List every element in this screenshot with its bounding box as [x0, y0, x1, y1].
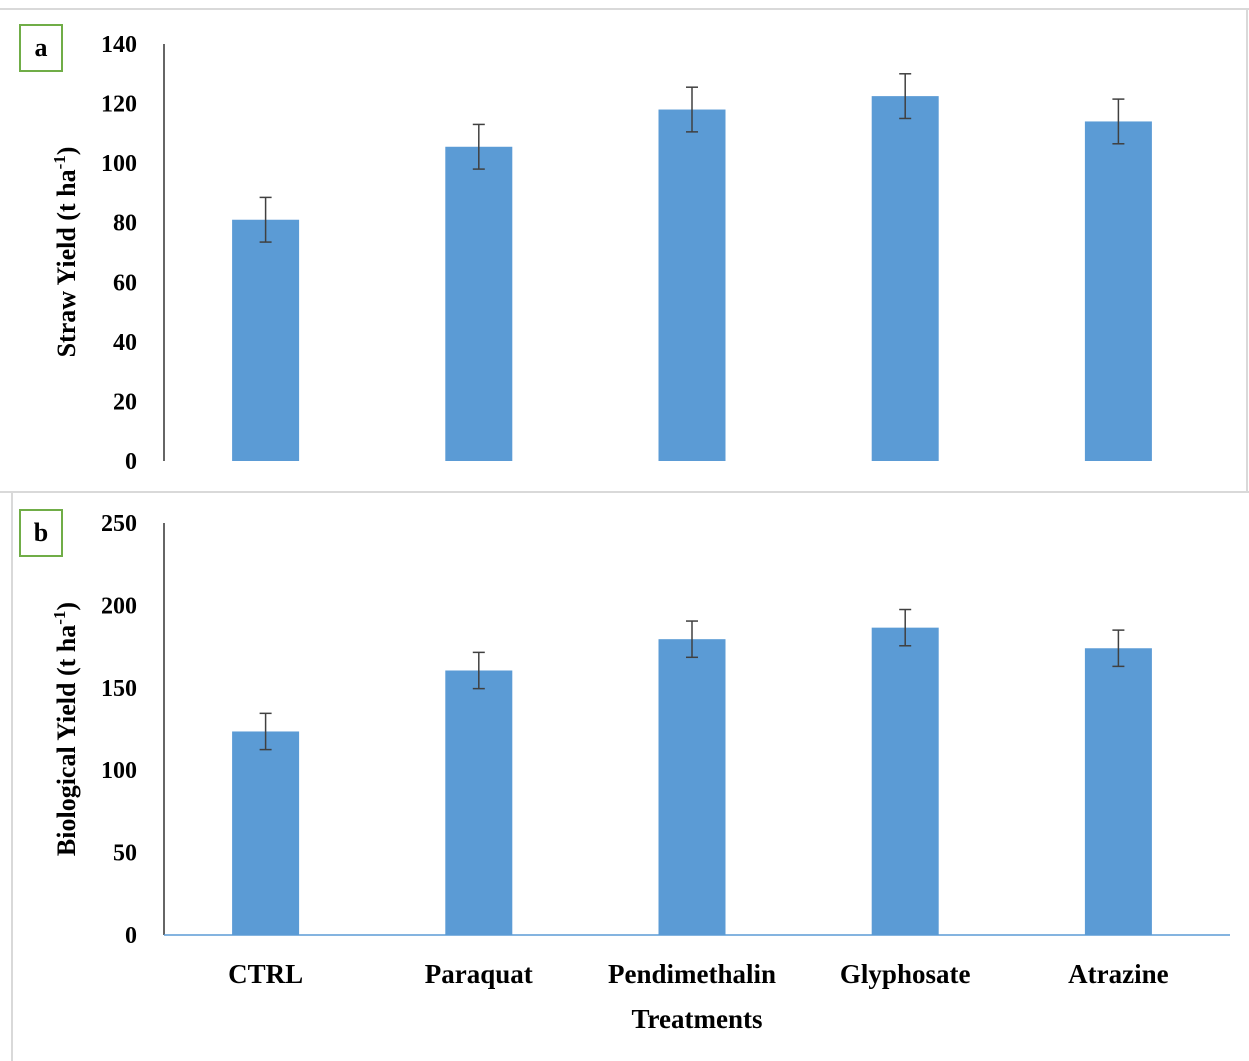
panel-label-a: a — [19, 24, 63, 72]
bar-1-3 — [871, 627, 939, 935]
y-axis-label-end: ) — [52, 602, 81, 611]
bar-0-1 — [445, 146, 513, 461]
y-tick-label: 250 — [101, 511, 137, 537]
y-tick-label: 20 — [113, 389, 137, 415]
y-tick-label: 100 — [101, 758, 137, 784]
y-axis-label: Straw Yield (t ha-1) — [50, 147, 81, 358]
y-tick-label: 40 — [113, 330, 137, 356]
bar-1-0 — [232, 731, 300, 935]
y-tick-label: 50 — [113, 841, 137, 867]
bar-0-0 — [232, 219, 300, 461]
y-tick-label: 100 — [101, 151, 137, 177]
y-tick-label: 80 — [113, 211, 137, 237]
bar-1-4 — [1084, 648, 1152, 935]
panel-label-b: b — [19, 509, 63, 557]
y-tick-label: 150 — [101, 676, 137, 702]
y-axis-label: Biological Yield (t ha-1) — [50, 602, 81, 856]
x-tick-label: Atrazine — [1068, 959, 1168, 989]
y-axis-label-end: ) — [52, 147, 81, 156]
x-tick-label: Glyphosate — [840, 959, 971, 989]
bar-0-4 — [1084, 121, 1152, 461]
x-axis-title: Treatments — [632, 1004, 763, 1034]
y-tick-label: 0 — [125, 923, 137, 949]
y-tick-label: 60 — [113, 270, 137, 296]
bar-0-3 — [871, 96, 939, 461]
x-tick-label: Pendimethalin — [608, 959, 776, 989]
bar-0-2 — [658, 109, 726, 462]
y-axis-label-superscript: -1 — [50, 611, 69, 625]
x-tick-label: CTRL — [228, 959, 303, 989]
y-tick-label: 200 — [101, 593, 137, 619]
x-tick-label: Paraquat — [425, 959, 533, 989]
y-tick-label: 120 — [101, 92, 137, 118]
y-axis-label-main: Biological Yield (t ha — [52, 625, 81, 856]
bar-1-2 — [658, 639, 726, 935]
y-tick-label: 0 — [125, 449, 137, 475]
y-tick-label: 140 — [101, 32, 137, 58]
y-axis-label-main: Straw Yield (t ha — [52, 169, 81, 357]
y-axis-label-superscript: -1 — [50, 155, 69, 169]
bar-1-1 — [445, 670, 513, 935]
